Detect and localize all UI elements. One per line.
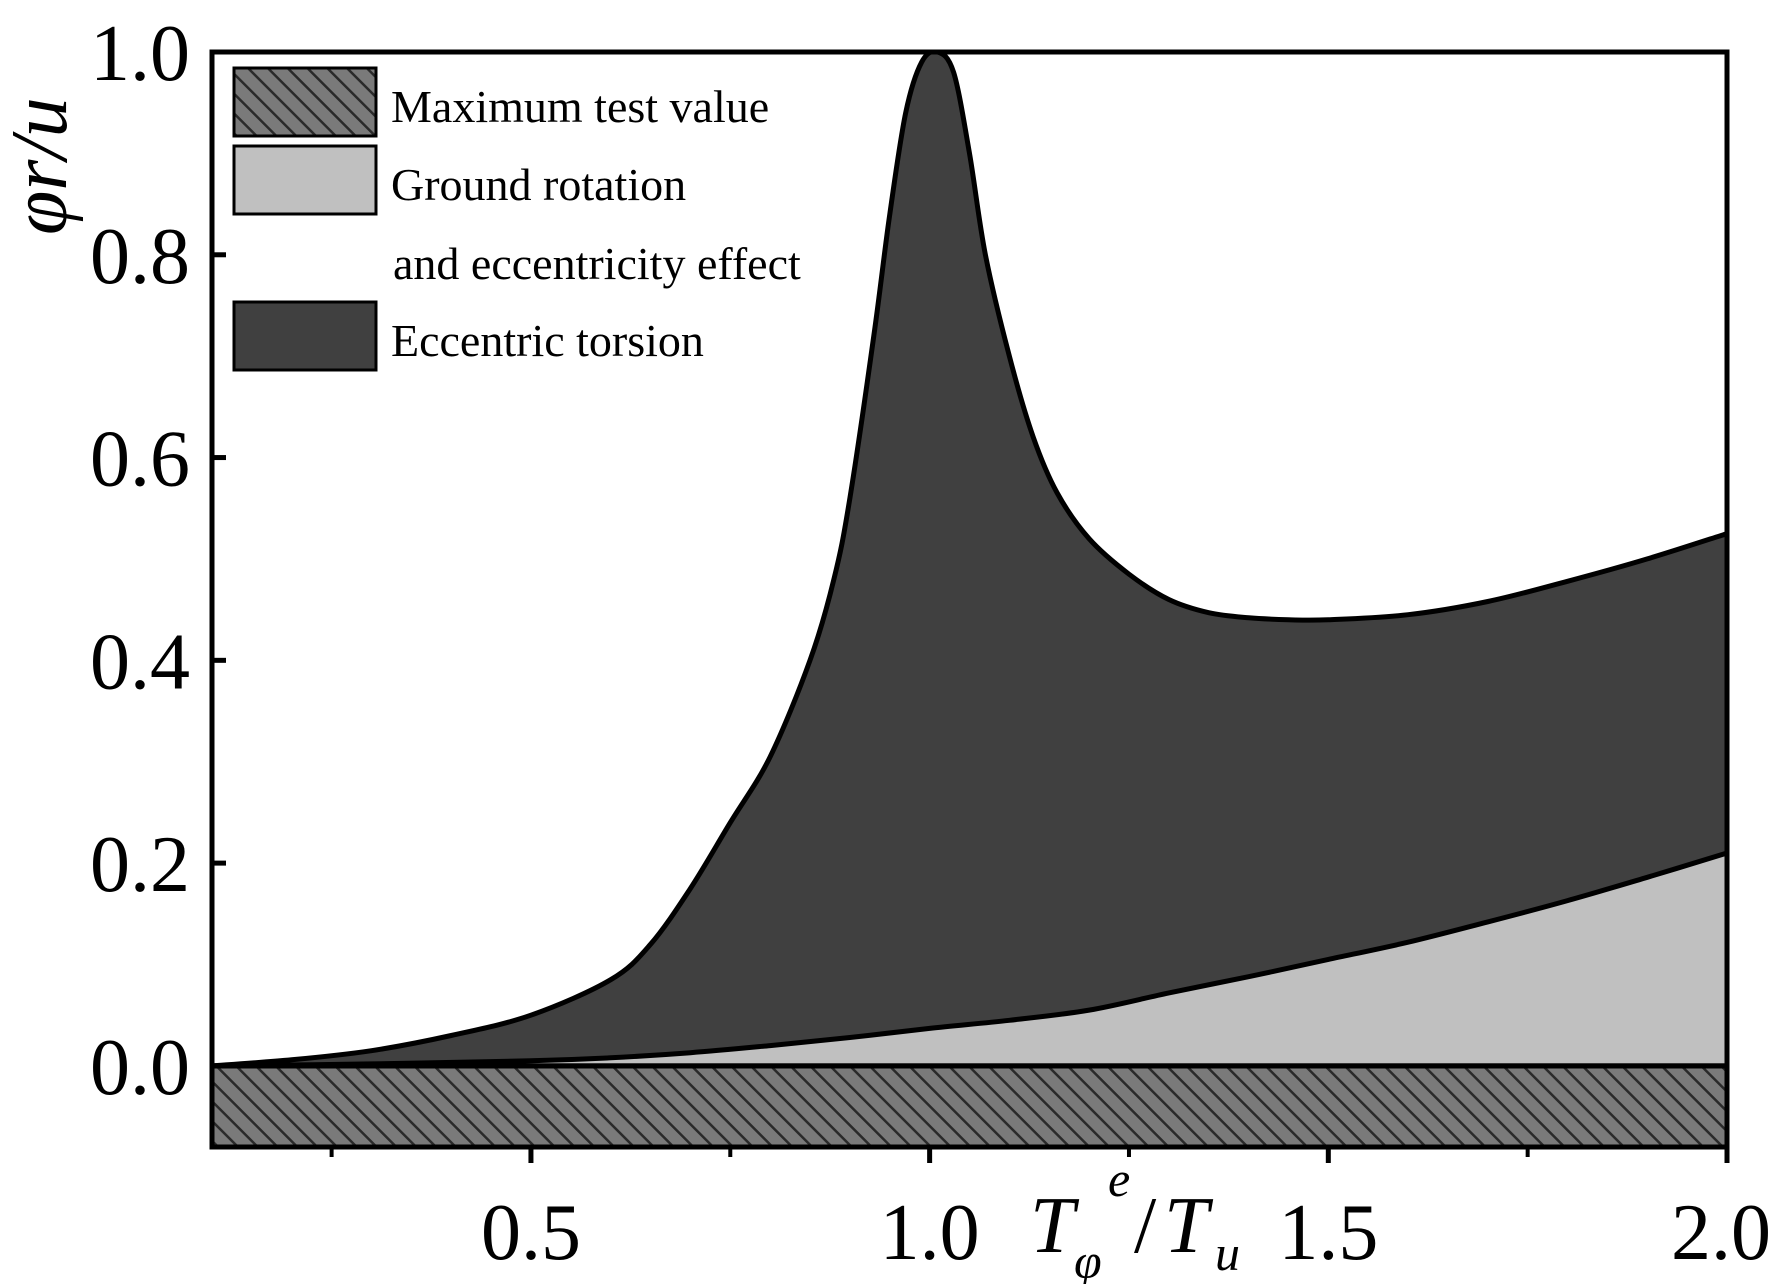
legend-label-ground-rotation: Ground rotation [391, 159, 686, 210]
x-label-sub2: u [1215, 1225, 1240, 1281]
legend-swatch-maximum-test-value [232, 66, 378, 138]
y-tick-label: 0.2 [90, 821, 190, 909]
x-label-base: T [1030, 1182, 1080, 1270]
x-label-base2: T [1164, 1182, 1214, 1270]
legend-label-maximum-test-value: Maximum test value [391, 81, 769, 132]
y-tick-label: 0.4 [90, 618, 190, 706]
plot-frame [209, 49, 1730, 1150]
legend-swatch-ground-rotation [232, 144, 378, 216]
y-tick-label: 0.0 [90, 1024, 190, 1112]
y-tick-label: 1.0 [90, 10, 190, 98]
x-label-sub: φ [1074, 1233, 1102, 1284]
y-tick-label: 0.6 [90, 416, 190, 504]
y-tick-label: 0.8 [90, 213, 190, 301]
y-axis-label: φr/u [0, 97, 84, 235]
legend: Maximum test value Ground rotation and e… [232, 66, 801, 372]
y-axis: 0.0 0.2 0.4 0.6 0.8 1.0 [90, 10, 226, 1112]
maximum-test-value-band [212, 1065, 1727, 1147]
legend-label-eccentric-torsion: Eccentric torsion [391, 315, 704, 366]
legend-swatch-eccentric-torsion [232, 300, 378, 372]
ground-rotation-area [212, 850, 1727, 1069]
x-tick-label: 0.5 [481, 1189, 581, 1277]
legend-label-ground-rotation-line2: and eccentricity effect [393, 238, 801, 289]
x-axis-label: T φ e / T u [1030, 1151, 1240, 1284]
x-label-sup: e [1108, 1151, 1130, 1207]
eccentric-torsion-area [212, 52, 1727, 1069]
x-axis: 0.5 1.0 1.5 2.0 [329, 1147, 1771, 1277]
x-tick-label: 2.0 [1671, 1189, 1771, 1277]
x-tick-label: 1.5 [1278, 1189, 1378, 1277]
x-label-sep: / [1134, 1182, 1157, 1270]
x-tick-label: 1.0 [880, 1189, 980, 1277]
